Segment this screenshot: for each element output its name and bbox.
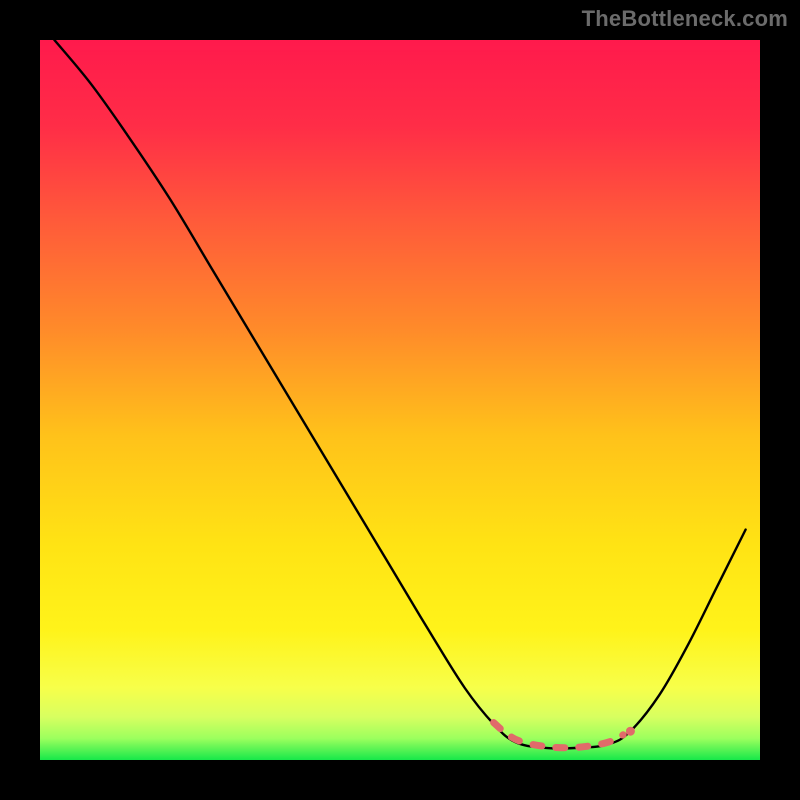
chart-svg bbox=[40, 40, 760, 760]
gradient-background bbox=[40, 40, 760, 760]
highlight-end-dot bbox=[626, 727, 635, 736]
chart-frame: TheBottleneck.com bbox=[0, 0, 800, 800]
plot-area bbox=[40, 40, 760, 760]
watermark-text: TheBottleneck.com bbox=[582, 6, 788, 32]
